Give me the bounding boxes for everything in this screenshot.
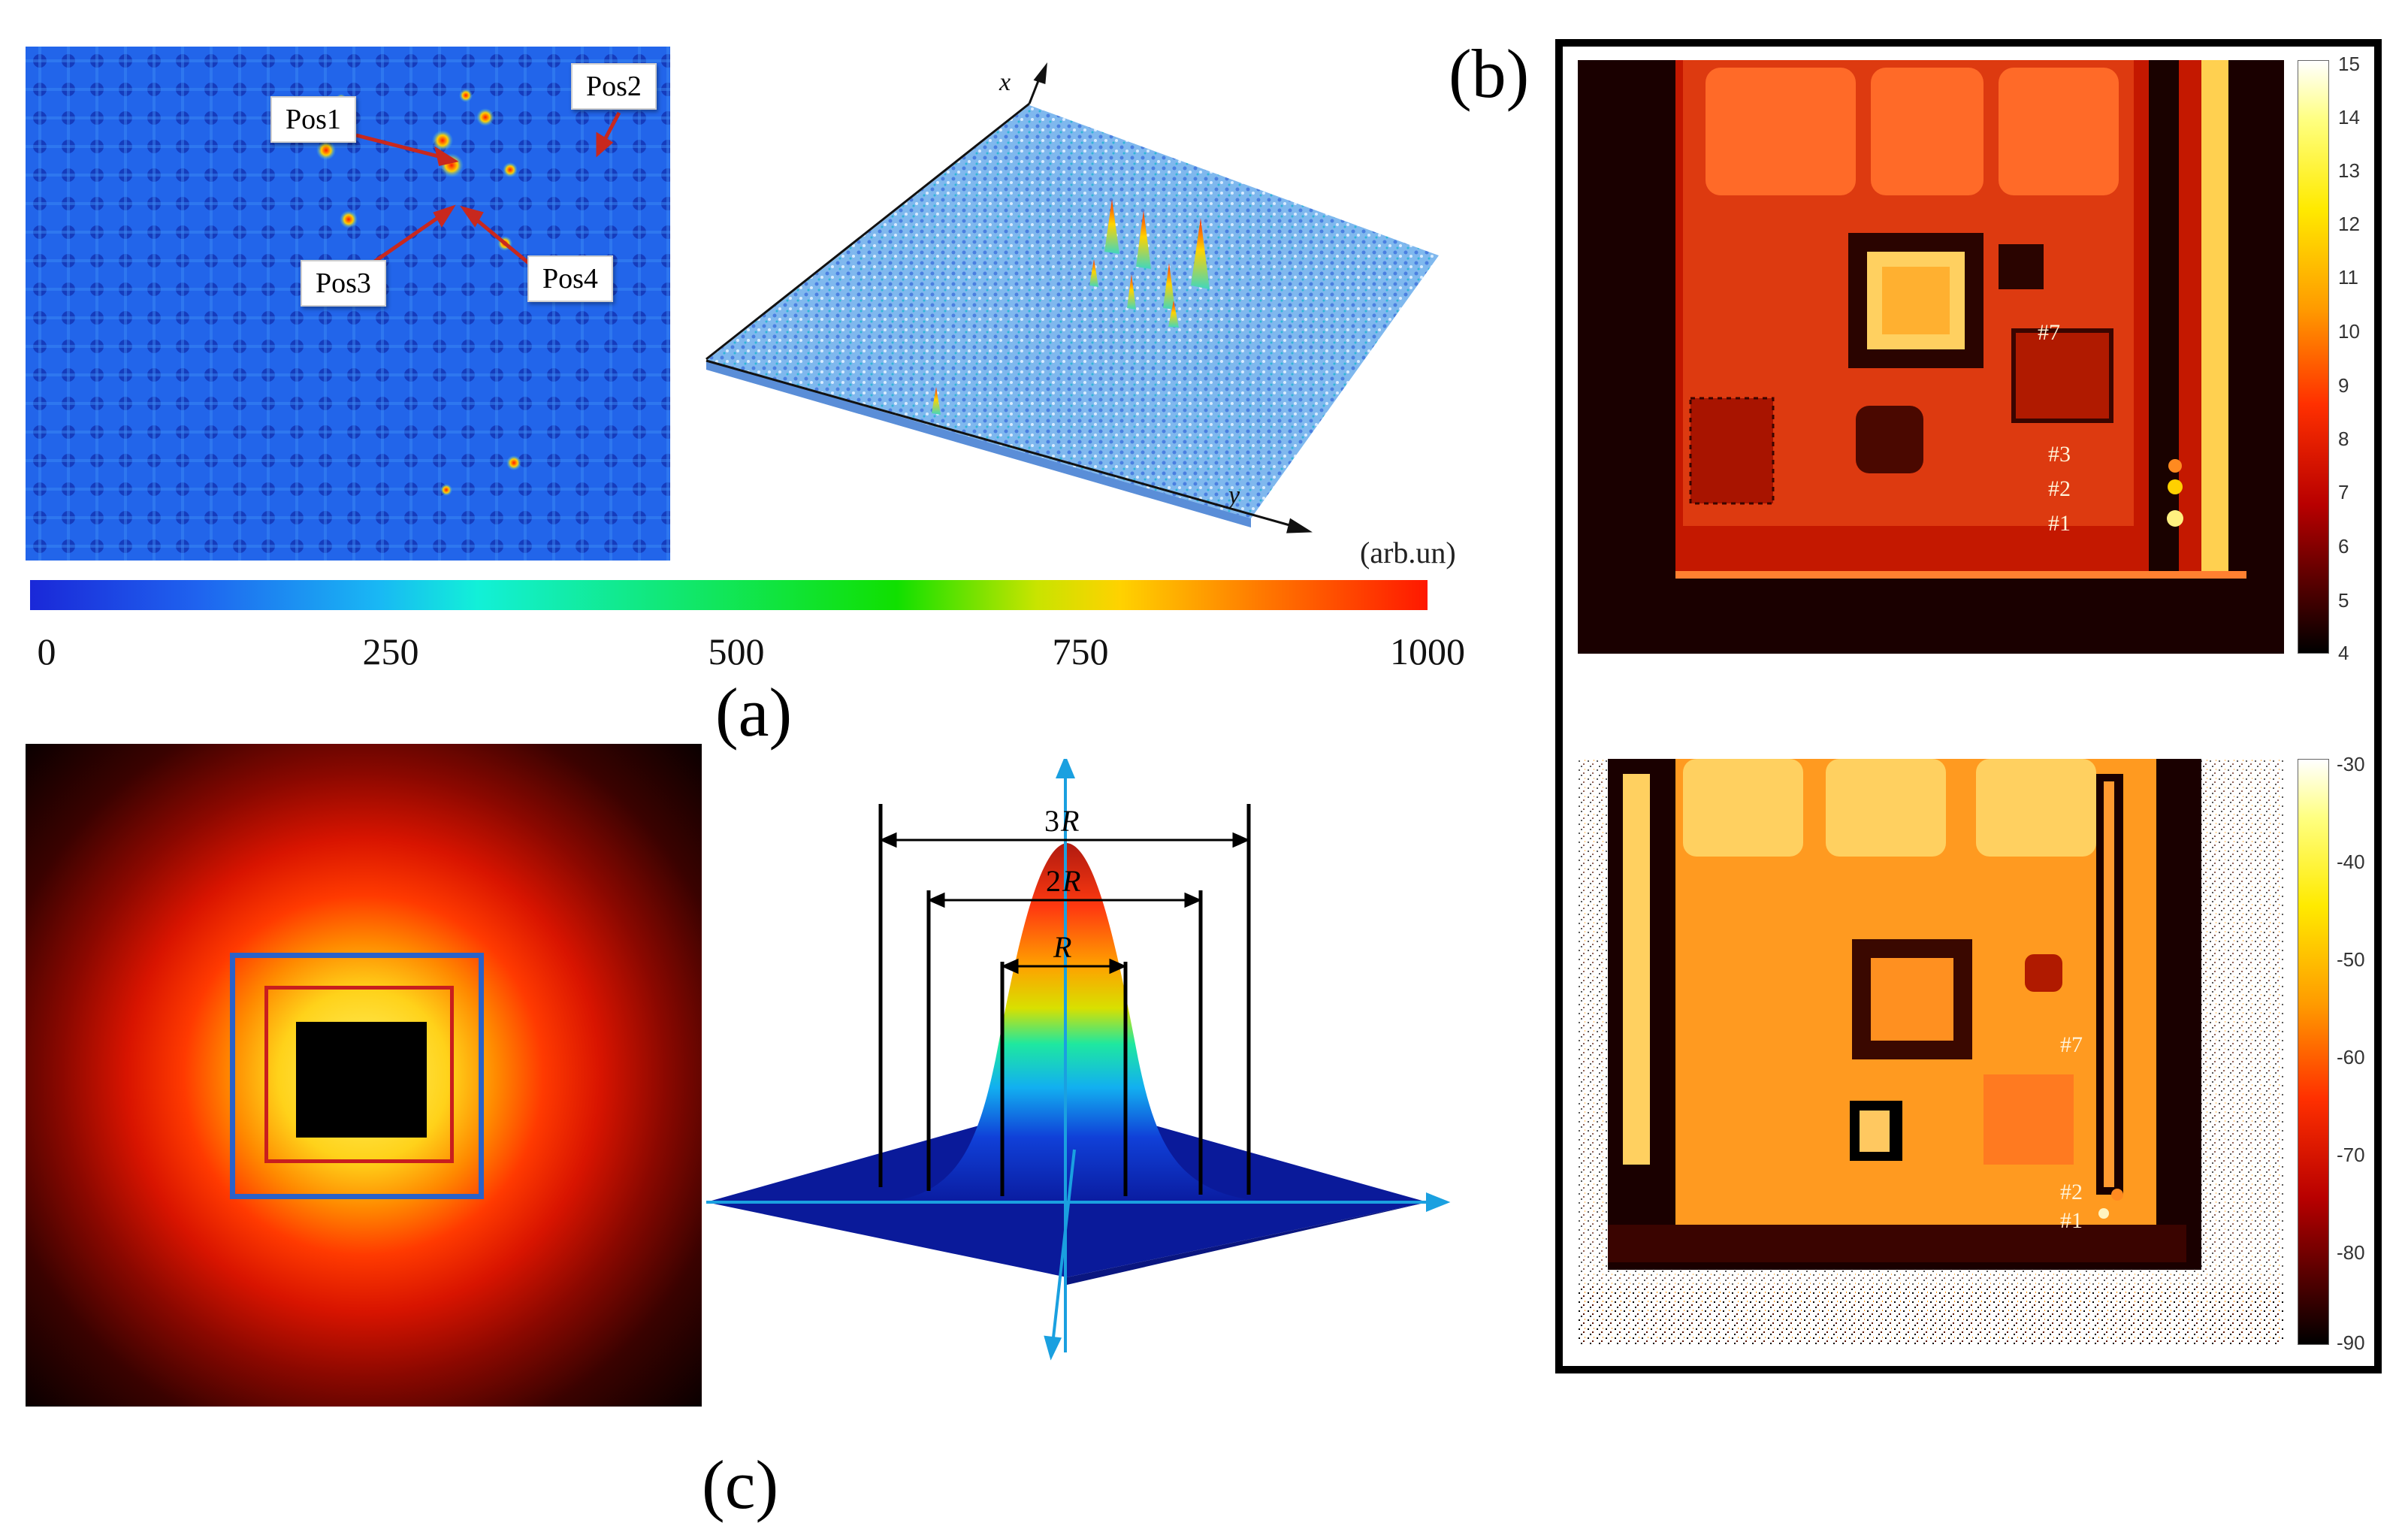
top-cb-tick-15: 15: [2338, 53, 2360, 75]
dim-3r-coeff: 3: [1044, 804, 1059, 838]
surface-peaks: [932, 199, 1210, 415]
panel-c-outer-square: [230, 953, 484, 1199]
colorbar-tick-0: 0: [37, 630, 56, 672]
hotspot-bottom-label-1: #1: [2060, 1208, 2083, 1233]
bottom-cb-tick-50: -50: [2337, 948, 2365, 971]
panel-b-bottom-thermal: [1578, 759, 2284, 1345]
panel-c-inner-square: [264, 986, 454, 1163]
hotspot-top-2: [2168, 479, 2183, 494]
bottom-cb-tick-60: -60: [2337, 1046, 2365, 1068]
top-cb-tick-11: 11: [2338, 266, 2358, 289]
hotspot-top-label-1: #1: [2048, 511, 2071, 536]
panel-b-top-colorbar: [2298, 60, 2329, 654]
top-cb-tick-13: 13: [2338, 159, 2360, 182]
top-cb-tick-9: 9: [2338, 374, 2349, 397]
bottom-cb-tick-80: -80: [2337, 1241, 2365, 1264]
panel-b-bottom-colorbar: [2298, 759, 2329, 1345]
top-cb-tick-4: 4: [2338, 642, 2349, 664]
axis-x-label: x: [999, 68, 1011, 96]
top-cb-tick-14: 14: [2338, 106, 2360, 128]
colorbar-jet: [30, 580, 1428, 610]
panel-label-b: (b): [1449, 35, 1530, 112]
top-cb-tick-8: 8: [2338, 428, 2349, 450]
top-cb-tick-12: 12: [2338, 213, 2360, 235]
surface-plane: [706, 105, 1439, 518]
top-cb-tick-5: 5: [2338, 589, 2349, 612]
top-cb-tick-10: 10: [2338, 320, 2360, 343]
bottom-cb-tick-70: -70: [2337, 1144, 2365, 1166]
bottom-cb-tick-40: -40: [2337, 851, 2365, 873]
hotspot-bottom-2: [2111, 1189, 2123, 1201]
dim-2r-symbol: R: [1062, 864, 1080, 898]
panel-b-top-thermal: [1578, 60, 2284, 654]
colorbar-tick-1000: 1000: [1390, 630, 1465, 672]
dim-2r-coeff: 2: [1046, 864, 1061, 898]
colorbar-unit: (arb.un): [1360, 536, 1456, 570]
hotspot-top-1: [2167, 510, 2183, 527]
hotspot-bottom-label-2: #2: [2060, 1180, 2083, 1204]
dim-3r-symbol: R: [1060, 804, 1079, 838]
hotspot-bottom-1: [2098, 1208, 2109, 1219]
hotspot-top-label-3: #3: [2048, 442, 2071, 467]
bottom-cb-tick-30: -30: [2337, 753, 2365, 775]
panel-label-a: (a): [715, 674, 793, 751]
hotspot-bottom-label-7: #7: [2060, 1032, 2083, 1057]
dim-r-symbol: R: [1053, 930, 1071, 964]
callout-pos1: Pos1: [270, 96, 356, 143]
hotspot-top-label-2: #2: [2048, 476, 2071, 501]
callout-pos3: Pos3: [301, 260, 386, 307]
colorbar-tick-500: 500: [708, 630, 765, 672]
panel-a-surface-3d: x y: [705, 62, 1439, 533]
hotspot-top-label-7: #7: [2038, 320, 2060, 345]
panel-c-gaussian-3d: 3 R 2 R R: [706, 759, 1451, 1361]
callout-pos2: Pos2: [571, 63, 657, 110]
gaussian-peak: [879, 843, 1277, 1202]
colorbar-tick-250: 250: [362, 630, 419, 672]
hotspot-top-3: [2168, 459, 2182, 473]
axis-y-label: y: [1226, 482, 1240, 509]
top-cb-tick-7: 7: [2338, 481, 2349, 503]
top-cb-tick-6: 6: [2338, 535, 2349, 558]
colorbar-tick-750: 750: [1052, 630, 1109, 672]
panel-label-c: (c): [702, 1446, 779, 1523]
bottom-cb-tick-90: -90: [2337, 1331, 2365, 1354]
callout-pos4: Pos4: [527, 255, 613, 302]
panel-c-center-block: [296, 1022, 427, 1138]
